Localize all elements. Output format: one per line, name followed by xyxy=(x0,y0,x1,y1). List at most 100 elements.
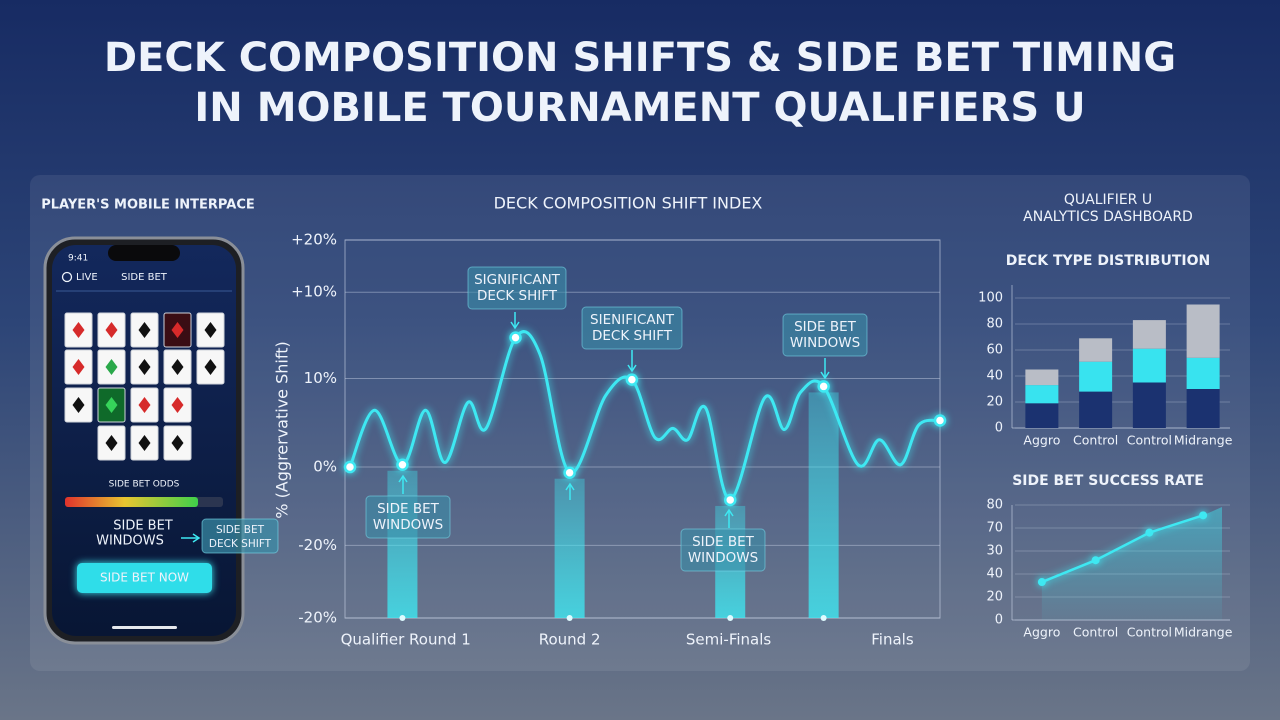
highlight-point xyxy=(625,373,639,386)
annotation-arrow-head xyxy=(724,508,734,517)
y-tick-label: 80 xyxy=(986,498,1003,513)
y-tick-label: 40 xyxy=(986,369,1003,384)
bar-segment xyxy=(1025,403,1059,428)
annotation-box xyxy=(365,495,451,539)
success-line xyxy=(1041,514,1204,584)
y-tick-label: 100 xyxy=(978,291,1003,306)
annotation-text: SIDE BET xyxy=(377,501,440,517)
x-tick-label: Round 2 xyxy=(539,631,601,649)
side-bet-window xyxy=(808,392,839,618)
bar-segment xyxy=(1079,361,1113,392)
card-suit xyxy=(171,359,184,375)
highlight-point xyxy=(343,460,357,474)
highlight-point xyxy=(933,414,947,427)
y-tick-label: 20 xyxy=(986,395,1003,410)
card-suit xyxy=(105,359,118,375)
annotation-arrow-head xyxy=(627,364,637,373)
bar-segment xyxy=(1079,338,1113,362)
y-tick-label: -20% xyxy=(298,536,337,554)
dashboard-heading: QUALIFIER U xyxy=(1064,192,1152,208)
highlight-point xyxy=(723,493,737,507)
tab-live[interactable]: LIVE xyxy=(76,272,98,283)
card-suit xyxy=(105,435,118,451)
card-suit xyxy=(138,397,151,413)
page-title: DECK COMPOSITION SHIFTS & SIDE BET TIMIN… xyxy=(104,35,1176,81)
x-tick-label: Midrange xyxy=(1174,433,1233,448)
x-tick-label: Qualifier Round 1 xyxy=(341,631,471,649)
bar-segment xyxy=(1186,389,1220,428)
bar-segment xyxy=(1025,369,1059,386)
x-tick-label: Control xyxy=(1127,433,1172,448)
highlight-point xyxy=(509,331,522,344)
window-base-dot xyxy=(727,615,734,621)
page-title: IN MOBILE TOURNAMENT QUALIFIERS U xyxy=(194,85,1085,131)
annotation-text: WINDOWS xyxy=(688,550,758,566)
odds-label: SIDE BET ODDS xyxy=(109,480,180,490)
shift-badge-text: DECK SHIFT xyxy=(209,538,272,550)
status-time: 9:41 xyxy=(68,254,88,264)
bar-segment xyxy=(1186,357,1220,389)
bar-segment xyxy=(1132,320,1166,349)
annotation-text: SIDE BET xyxy=(692,534,755,550)
x-tick-label: Aggro xyxy=(1023,433,1060,448)
home-indicator xyxy=(112,626,177,629)
card-suit xyxy=(171,322,184,338)
annotation-arrow-head xyxy=(820,371,830,380)
highlight-point xyxy=(563,466,576,479)
card-suit xyxy=(204,359,217,375)
window-base-dot xyxy=(566,615,573,621)
side-bet-window xyxy=(387,470,418,618)
y-tick-label: 0% xyxy=(313,458,337,476)
x-tick-label: Control xyxy=(1127,625,1172,640)
chart-title: DECK COMPOSITION SHIFT INDEX xyxy=(494,194,763,213)
card-suit xyxy=(171,435,184,451)
x-tick-label: Aggro xyxy=(1023,625,1060,640)
side-bet-button[interactable] xyxy=(77,563,212,593)
x-tick-label: Control xyxy=(1073,625,1118,640)
window-base-dot xyxy=(820,615,827,621)
annotation-text: SIDE BET xyxy=(794,319,857,335)
y-tick-label: +20% xyxy=(291,231,337,249)
annotation-text: SIENIFICANT xyxy=(590,312,675,328)
windows-label: WINDOWS xyxy=(96,534,164,549)
annotation-arrow-head xyxy=(398,474,408,483)
plot-frame xyxy=(344,239,941,619)
button-label[interactable]: SIDE BET NOW xyxy=(100,571,189,585)
success-point xyxy=(1037,578,1046,587)
x-tick-label: Midrange xyxy=(1174,625,1233,640)
y-tick-label: 0 xyxy=(995,421,1003,436)
y-tick-label: 70 xyxy=(986,521,1003,536)
bar-segment xyxy=(1025,385,1059,404)
x-tick-label: Semi-Finals xyxy=(686,631,772,649)
card-suit xyxy=(72,322,85,338)
shift-badge-text: SIDE BET xyxy=(216,524,265,536)
card-suit xyxy=(138,435,151,451)
bar-segment xyxy=(1132,348,1166,383)
card-suit xyxy=(171,397,184,413)
card-suit xyxy=(138,359,151,375)
y-tick-label: +10% xyxy=(291,283,337,301)
annotation-box xyxy=(581,306,683,350)
y-tick-label: 80 xyxy=(986,317,1003,332)
search-icon xyxy=(61,271,73,283)
y-tick-label: -20% xyxy=(298,609,337,627)
x-tick-label: Finals xyxy=(871,631,914,649)
annotation-box xyxy=(782,313,868,357)
shift-badge xyxy=(201,518,279,554)
success-point xyxy=(1091,556,1100,565)
annotation-text: WINDOWS xyxy=(790,335,860,351)
annotation-arrow-head xyxy=(510,321,520,330)
x-tick-label: Control xyxy=(1073,433,1118,448)
y-tick-label: 0 xyxy=(995,613,1003,628)
chart-title: DECK TYPE DISTRIBUTION xyxy=(1006,253,1210,269)
y-tick-label: 40 xyxy=(986,567,1003,582)
arrow-head xyxy=(192,533,201,543)
bar-segment xyxy=(1186,304,1220,358)
y-tick-label: 60 xyxy=(986,343,1003,358)
windows-label: SIDE BET xyxy=(113,519,173,534)
tab-side-bet[interactable]: SIDE BET xyxy=(121,272,168,283)
y-tick-label: 10% xyxy=(304,369,337,387)
card-suit xyxy=(138,322,151,338)
